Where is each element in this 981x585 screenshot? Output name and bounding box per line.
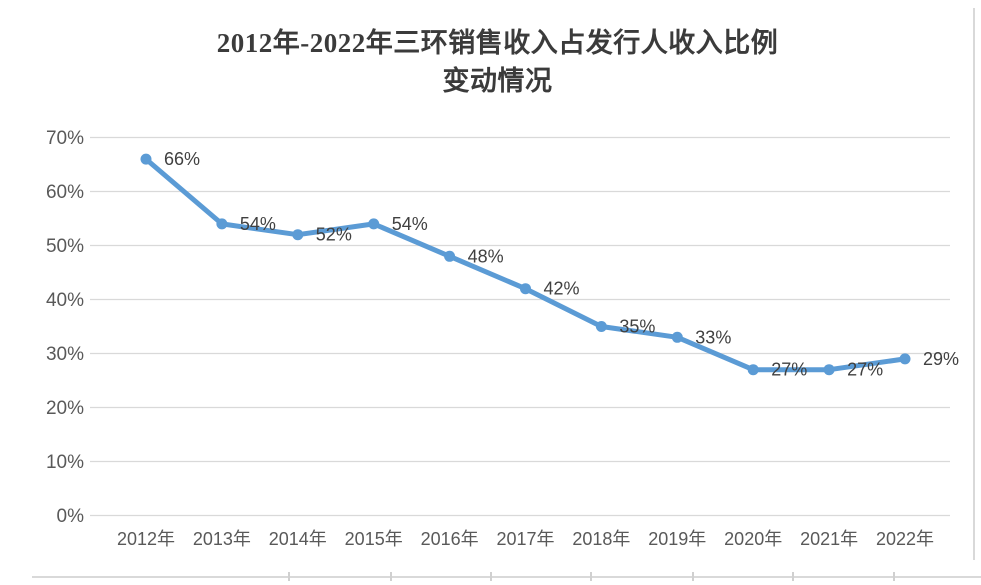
data-point-label: 33%	[695, 327, 731, 347]
data-point-label: 66%	[164, 149, 200, 169]
x-axis-tick-label: 2013年	[193, 529, 251, 549]
trend-line	[143, 156, 908, 373]
chart-title-line-2: 变动情况	[442, 66, 553, 96]
y-axis-tick-label: 0%	[57, 506, 85, 527]
x-axis-tick-label: 2017年	[496, 529, 554, 549]
x-axis-tick-label: 2015年	[345, 529, 403, 549]
data-point-label: 27%	[847, 360, 883, 380]
data-point-marker	[140, 153, 152, 165]
x-axis-tick-label: 2014年	[269, 529, 327, 549]
data-point-marker	[671, 331, 683, 343]
chart-title-line-1: 2012年-2022年三环销售收入占发行人收入比例	[216, 28, 779, 58]
data-point-label: 42%	[544, 279, 580, 299]
y-axis-tick-label: 70%	[46, 128, 84, 149]
table-border-tick	[893, 572, 895, 581]
data-point-label: 35%	[619, 317, 655, 337]
y-axis-tick-label: 50%	[46, 236, 84, 257]
data-point-label: 54%	[240, 214, 276, 234]
x-axis-tick-label: 2020年	[724, 529, 782, 549]
x-axis-tick-label: 2019年	[648, 529, 706, 549]
table-border-tick	[692, 572, 694, 581]
y-axis-tick-label: 60%	[46, 182, 84, 203]
table-border-tick	[792, 572, 794, 581]
data-point-label: 54%	[392, 214, 428, 234]
data-point-label: 29%	[923, 349, 959, 369]
x-axis-tick-label: 2022年	[876, 529, 934, 549]
y-axis-tick-label: 10%	[46, 452, 84, 473]
data-point-marker	[520, 283, 531, 295]
cell-right-border	[973, 8, 975, 560]
data-point-marker	[823, 364, 835, 376]
table-border-tick	[490, 572, 492, 581]
chart-title: 2012年-2022年三环销售收入占发行人收入比例 变动情况	[40, 24, 955, 100]
data-point-label: 27%	[771, 360, 807, 380]
data-point-label: 52%	[316, 225, 352, 245]
y-axis-tick-label: 20%	[46, 398, 84, 419]
table-border-tick	[590, 572, 592, 581]
x-axis-tick-label: 2012年	[117, 529, 175, 549]
data-point-marker	[444, 250, 456, 262]
x-axis-tick-label: 2016年	[421, 529, 479, 549]
table-border-tick	[390, 572, 392, 581]
x-axis-tick-label: 2021年	[800, 529, 858, 549]
y-axis-tick-label: 40%	[46, 290, 84, 311]
data-point-marker	[292, 229, 304, 241]
x-axis-tick-label: 2018年	[572, 529, 630, 549]
data-point-marker	[747, 364, 759, 376]
data-point-marker	[216, 218, 228, 230]
data-point-marker	[899, 353, 911, 365]
data-point-label: 48%	[468, 246, 504, 266]
data-point-marker	[595, 321, 607, 332]
table-top-border	[32, 576, 981, 578]
data-point-marker	[368, 218, 380, 230]
table-border-tick	[288, 572, 290, 581]
y-axis-tick-label: 30%	[46, 344, 84, 365]
